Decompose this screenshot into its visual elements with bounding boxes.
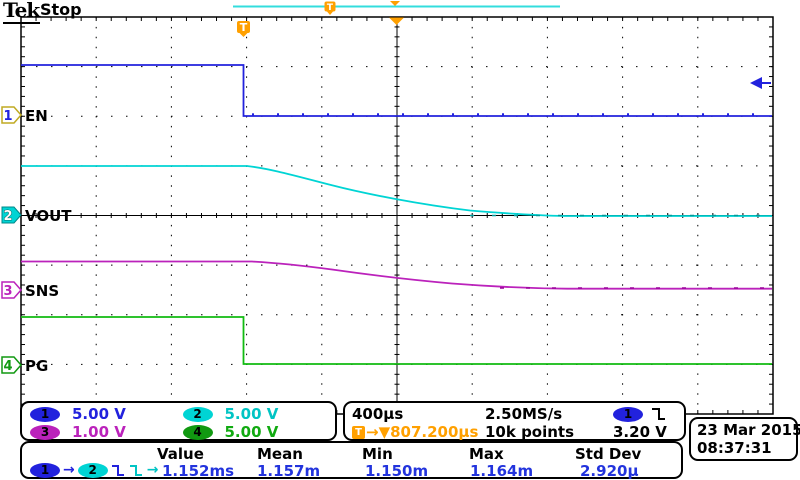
meas-header-mean: Mean <box>257 445 303 463</box>
channel-scales-readout: 1 5.00 V 2 5.00 V 3 1.00 V 4 5.00 V <box>20 401 337 441</box>
ch1-position-marker[interactable]: 1 <box>1 106 22 124</box>
timebase-trigger-readout: 400µs 2.50MS/s 1 T →▼ 807.200µs 10k poin… <box>343 401 686 441</box>
meas-stddev: 2.920µ <box>580 462 639 480</box>
ch4-scale[interactable]: 4 5.00 V <box>179 423 332 441</box>
meas-header-stddev: Std Dev <box>575 445 642 463</box>
expansion-point-marker[interactable] <box>389 17 404 26</box>
ch1-scale-value: 5.00 V <box>72 405 126 423</box>
delay-trigger-icon: T <box>352 425 365 439</box>
ch3-scale[interactable]: 3 1.00 V <box>26 423 179 441</box>
svg-text:2: 2 <box>3 209 12 224</box>
waveform-ch3-sns[interactable] <box>21 260 772 290</box>
waveform-ch1-en[interactable] <box>21 64 772 117</box>
record-expansion-icon[interactable] <box>390 1 400 6</box>
waveform-ch2-vout[interactable] <box>21 165 772 217</box>
trigger-level-arrow[interactable] <box>750 77 771 89</box>
meas-header-max: Max <box>469 445 504 463</box>
svg-text:1: 1 <box>3 109 12 124</box>
svg-text:T: T <box>240 21 248 34</box>
ch2-trace-label: VOUT <box>25 207 72 225</box>
ch2-badge: 2 <box>182 406 213 422</box>
falling-edge-ch1-icon <box>111 465 124 476</box>
trigger-level-value[interactable]: 3.20 V <box>613 423 667 441</box>
delay-value[interactable]: 807.200µs <box>390 423 479 441</box>
meas-from-ch-badge: 1 <box>30 462 60 478</box>
ch4-scale-value: 5.00 V <box>224 423 279 441</box>
ch3-trace-label: SNS <box>25 282 59 300</box>
record-length: 10k points <box>485 423 575 441</box>
tek-logo: Tek <box>3 0 40 24</box>
date-value: 23 Mar 2015 <box>697 421 800 439</box>
trigger-position-marker[interactable]: T <box>237 21 250 37</box>
timebase-scale[interactable]: 400µs <box>352 405 404 423</box>
acquisition-status[interactable]: Stop <box>40 0 82 19</box>
meas-arrow2-icon: → <box>146 462 159 478</box>
ch3-badge: 3 <box>30 424 60 440</box>
ch2-position-marker[interactable]: 2 <box>1 206 22 224</box>
falling-edge-ch2-icon <box>129 465 142 476</box>
datetime-readout: 23 Mar 2015 08:37:31 <box>689 417 800 461</box>
delay-arrow: →▼ <box>366 423 391 441</box>
trigger-slope-falling-icon[interactable] <box>651 406 667 422</box>
ch1-trace-label: EN <box>25 107 48 125</box>
trigger-source-badge[interactable]: 1 <box>613 406 643 422</box>
ch3-position-marker[interactable]: 3 <box>1 281 22 299</box>
svg-text:4: 4 <box>3 359 12 374</box>
ch3-scale-value: 1.00 V <box>72 423 126 441</box>
measurement-readout: Value Mean Min Max Std Dev 1 → 2 → 1.152… <box>20 441 683 480</box>
meas-header-min: Min <box>362 445 393 463</box>
time-value: 08:37:31 <box>697 439 772 457</box>
sample-rate: 2.50MS/s <box>485 405 563 423</box>
ch1-scale[interactable]: 1 5.00 V <box>26 405 179 423</box>
meas-max: 1.164m <box>470 462 534 480</box>
meas-min: 1.150m <box>365 462 429 480</box>
ch2-scale[interactable]: 2 5.00 V <box>179 405 332 423</box>
meas-arrow-icon: → <box>63 462 75 478</box>
svg-text:3: 3 <box>3 284 12 299</box>
meas-header-value: Value <box>157 445 204 463</box>
ch1-badge: 1 <box>30 406 60 422</box>
svg-text:T: T <box>327 3 334 13</box>
ch4-trace-label: PG <box>25 357 48 375</box>
ch2-scale-value: 5.00 V <box>224 405 279 423</box>
measurement-source[interactable]: 1 → 2 → <box>30 462 158 478</box>
record-trigger-icon[interactable]: T <box>324 1 336 16</box>
meas-to-ch-badge: 2 <box>77 462 108 478</box>
meas-value: 1.152ms <box>162 462 235 480</box>
ch4-badge: 4 <box>182 424 213 440</box>
ch4-position-marker[interactable]: 4 <box>1 356 22 374</box>
waveform-ch4-pg[interactable] <box>21 316 772 365</box>
meas-mean: 1.157m <box>257 462 321 480</box>
